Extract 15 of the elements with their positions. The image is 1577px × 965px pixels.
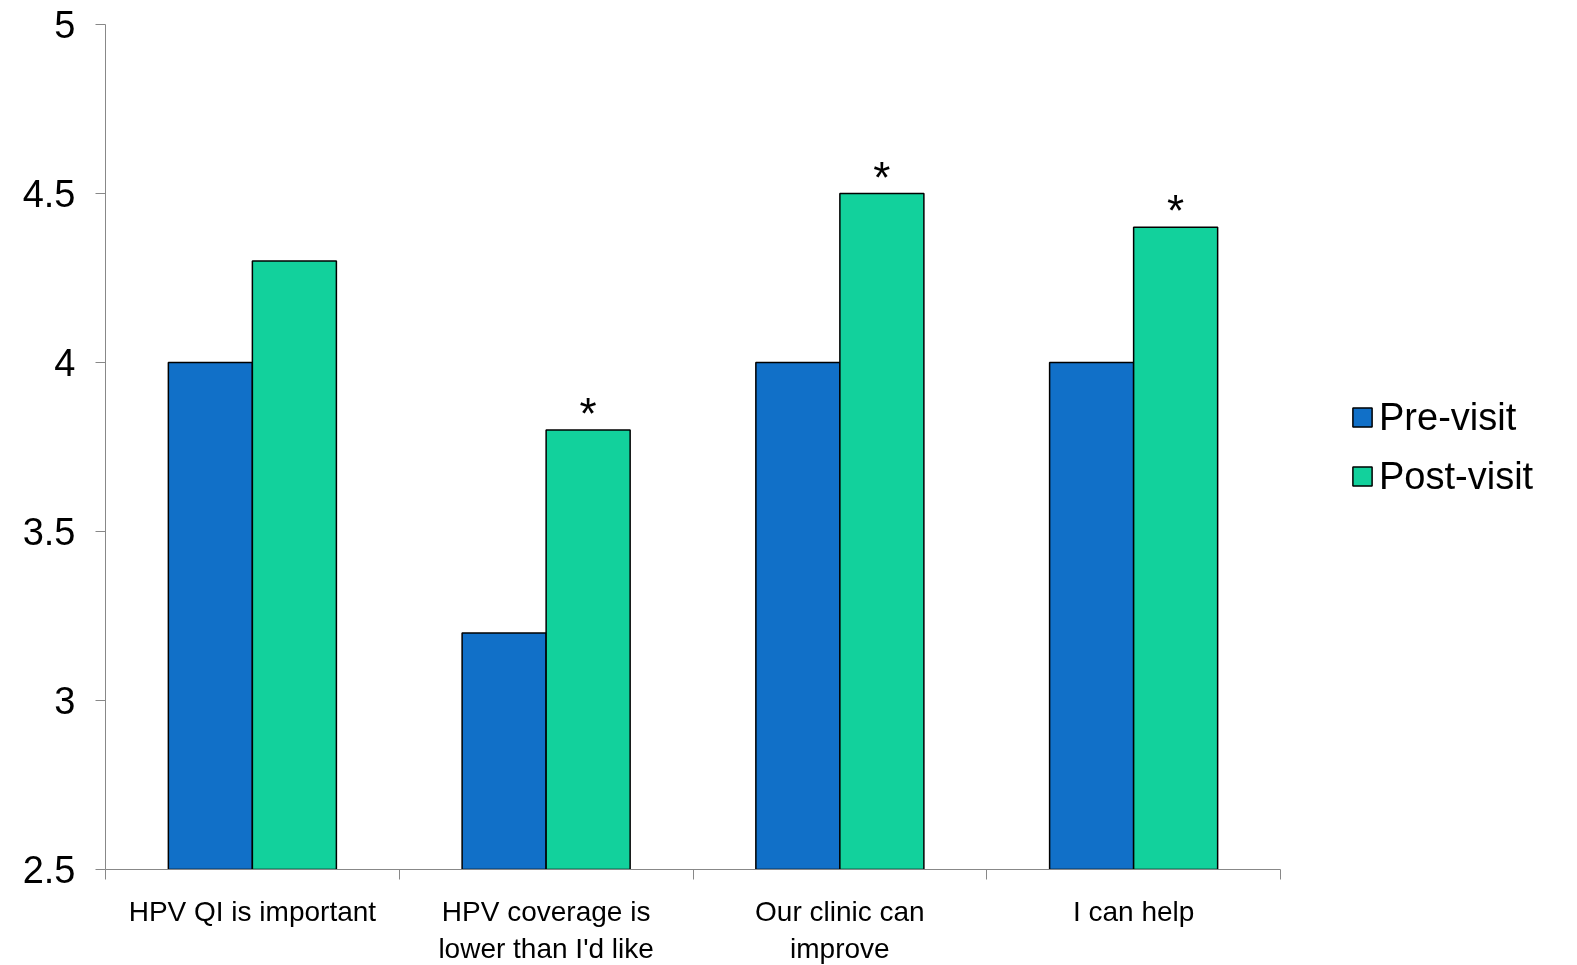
legend-label: Pre-visit bbox=[1379, 395, 1517, 439]
y-tick-label: 2.5 bbox=[22, 849, 76, 891]
y-tick-label: 3.5 bbox=[22, 511, 76, 553]
legend-label: Post-visit bbox=[1379, 454, 1534, 498]
x-tick-label: I can help bbox=[1072, 895, 1195, 927]
x-tick-label: HPV coverage is lower than I'd like bbox=[438, 895, 654, 964]
annotation: * bbox=[1167, 186, 1185, 236]
y-tick-label: 4.5 bbox=[22, 173, 76, 215]
x-tick-label: Our clinic can improve bbox=[755, 895, 925, 964]
x-tick-label: HPV QI is important bbox=[128, 895, 377, 927]
y-tick-label: 5 bbox=[54, 4, 76, 46]
y-tick-label: 3 bbox=[54, 680, 76, 722]
annotation: * bbox=[873, 152, 891, 202]
annotation: * bbox=[579, 389, 597, 439]
y-tick-label: 4 bbox=[54, 342, 76, 384]
